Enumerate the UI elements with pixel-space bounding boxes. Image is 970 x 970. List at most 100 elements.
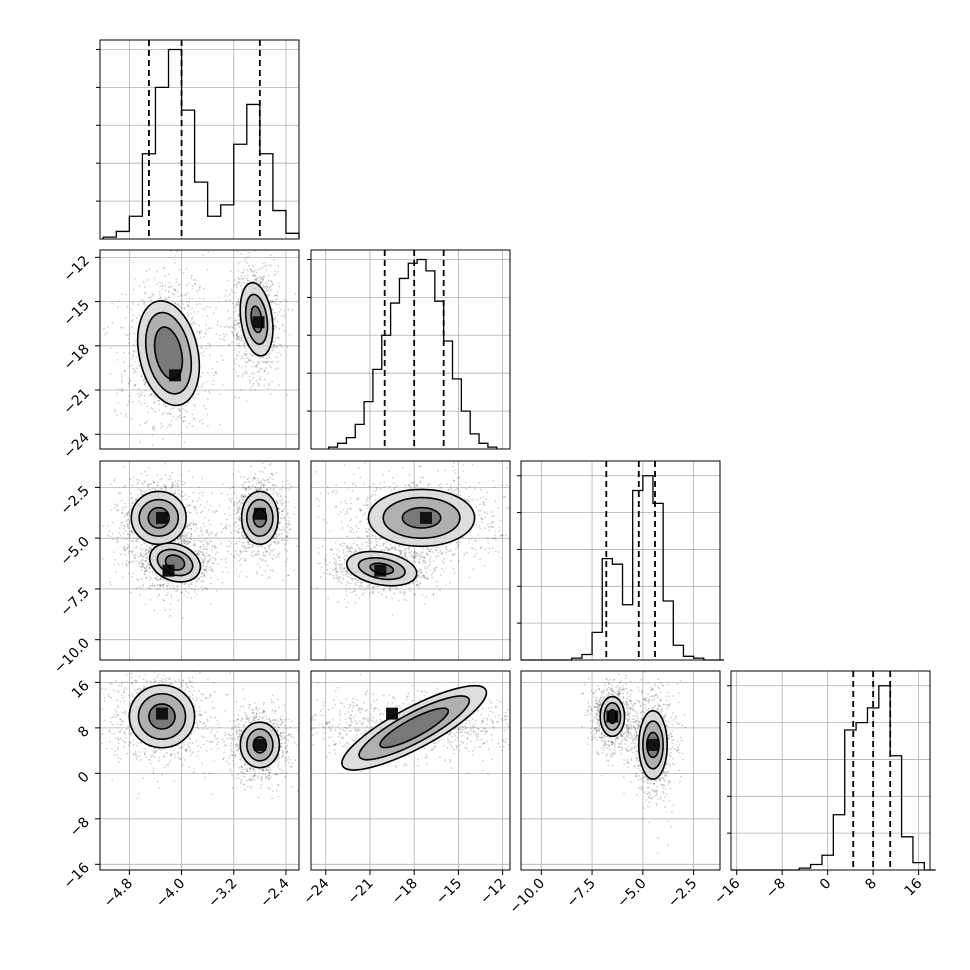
sample-point bbox=[206, 528, 209, 531]
sample-point bbox=[250, 551, 253, 554]
sample-point bbox=[286, 393, 289, 396]
sample-point bbox=[303, 509, 305, 511]
sample-point bbox=[270, 366, 273, 369]
sample-point bbox=[134, 557, 137, 560]
sample-point bbox=[153, 427, 156, 430]
sample-point bbox=[144, 421, 147, 424]
sample-point bbox=[237, 300, 240, 303]
sample-point bbox=[296, 545, 299, 548]
sample-point bbox=[245, 487, 248, 490]
sample-point bbox=[478, 454, 480, 456]
sample-point bbox=[197, 539, 200, 541]
sample-point bbox=[251, 383, 254, 385]
sample-point bbox=[255, 278, 258, 280]
sample-point bbox=[223, 339, 226, 342]
sample-point bbox=[201, 551, 204, 554]
sample-point bbox=[243, 494, 245, 497]
sample-point bbox=[188, 243, 190, 245]
sample-point bbox=[243, 495, 246, 498]
sample-point bbox=[225, 524, 228, 527]
sample-point bbox=[246, 372, 248, 375]
sample-point bbox=[261, 360, 263, 363]
sample-point bbox=[195, 512, 198, 515]
sample-point bbox=[191, 425, 194, 428]
sample-point bbox=[347, 488, 350, 491]
sample-point bbox=[179, 305, 181, 308]
sample-point bbox=[211, 569, 214, 572]
sample-point bbox=[148, 483, 151, 486]
sample-point bbox=[277, 541, 280, 544]
sample-point bbox=[214, 545, 216, 548]
sample-point bbox=[445, 548, 448, 551]
sample-point bbox=[279, 495, 282, 498]
sample-point bbox=[199, 551, 202, 553]
sample-point bbox=[238, 324, 240, 327]
sample-point bbox=[278, 327, 281, 330]
sample-point bbox=[190, 521, 193, 524]
sample-point bbox=[239, 517, 241, 519]
sample-point bbox=[151, 571, 154, 574]
sample-point bbox=[255, 379, 258, 382]
sample-point bbox=[275, 356, 278, 359]
sample-point bbox=[205, 306, 208, 308]
sample-point bbox=[236, 335, 238, 338]
sample-point bbox=[119, 412, 122, 415]
sample-point bbox=[236, 322, 239, 325]
sample-point bbox=[270, 462, 273, 465]
sample-point bbox=[124, 506, 127, 509]
sample-point bbox=[131, 502, 134, 505]
sample-point bbox=[156, 588, 158, 591]
sample-point bbox=[143, 383, 146, 385]
sample-point bbox=[126, 533, 129, 536]
sample-point bbox=[193, 542, 196, 545]
sample-point bbox=[358, 467, 361, 470]
sample-point bbox=[187, 583, 190, 586]
sample-point bbox=[201, 491, 204, 494]
sample-point bbox=[243, 281, 246, 284]
sample-point bbox=[141, 563, 144, 565]
sample-point bbox=[190, 596, 193, 599]
sample-point bbox=[246, 575, 249, 578]
sample-point bbox=[207, 542, 210, 545]
sample-point bbox=[278, 384, 280, 387]
sample-point bbox=[203, 556, 206, 559]
sample-point bbox=[240, 494, 243, 497]
sample-point bbox=[145, 553, 148, 556]
sample-point bbox=[205, 570, 208, 573]
sample-point bbox=[123, 548, 126, 551]
sample-point bbox=[269, 464, 271, 466]
sample-point bbox=[188, 297, 191, 300]
sample-point bbox=[124, 415, 127, 417]
sample-point bbox=[140, 391, 143, 393]
sample-point bbox=[131, 560, 134, 563]
sample-point bbox=[276, 501, 279, 504]
sample-point bbox=[273, 344, 276, 346]
sample-point bbox=[355, 550, 357, 552]
sample-point bbox=[363, 504, 366, 507]
sample-point bbox=[188, 546, 191, 549]
sample-point bbox=[233, 504, 235, 506]
sample-point bbox=[224, 527, 227, 530]
sample-point bbox=[206, 529, 208, 532]
sample-point bbox=[195, 279, 198, 282]
sample-point bbox=[88, 507, 90, 509]
sample-point bbox=[277, 555, 280, 558]
sample-point bbox=[199, 540, 202, 543]
sample-point bbox=[170, 489, 172, 492]
sample-point bbox=[206, 548, 208, 550]
sample-point bbox=[278, 507, 281, 510]
contour-line bbox=[156, 548, 194, 577]
sample-point bbox=[237, 470, 240, 473]
sample-point bbox=[154, 487, 157, 490]
sample-point bbox=[242, 536, 245, 539]
sample-point bbox=[109, 535, 112, 538]
sample-point bbox=[286, 558, 289, 560]
sample-point bbox=[256, 361, 259, 364]
sample-point bbox=[421, 556, 424, 559]
sample-point bbox=[181, 539, 183, 542]
sample-point bbox=[240, 532, 243, 534]
sample-point bbox=[240, 551, 243, 554]
sample-point bbox=[239, 564, 242, 566]
sample-point bbox=[277, 502, 279, 505]
sample-point bbox=[191, 475, 194, 478]
